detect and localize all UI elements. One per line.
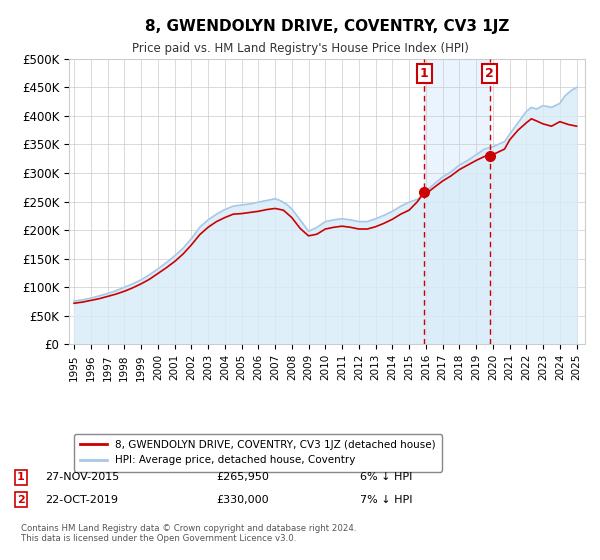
Text: 7% ↓ HPI: 7% ↓ HPI [360,494,413,505]
Bar [424,59,490,344]
Text: £330,000: £330,000 [216,494,269,505]
Text: This data is licensed under the Open Government Licence v3.0.: This data is licensed under the Open Gov… [21,534,296,543]
Text: 2: 2 [17,494,25,505]
Text: 22-OCT-2019: 22-OCT-2019 [45,494,118,505]
Text: 27-NOV-2015: 27-NOV-2015 [45,472,119,482]
Title: 8, GWENDOLYN DRIVE, COVENTRY, CV3 1JZ: 8, GWENDOLYN DRIVE, COVENTRY, CV3 1JZ [145,19,509,34]
Text: 1: 1 [420,67,428,81]
Text: 6% ↓ HPI: 6% ↓ HPI [360,472,412,482]
Text: Contains HM Land Registry data © Crown copyright and database right 2024.: Contains HM Land Registry data © Crown c… [21,524,356,533]
Text: 1: 1 [17,472,25,482]
Legend: 8, GWENDOLYN DRIVE, COVENTRY, CV3 1JZ (detached house), HPI: Average price, deta: 8, GWENDOLYN DRIVE, COVENTRY, CV3 1JZ (d… [74,434,442,472]
Text: 2: 2 [485,67,494,81]
Text: Price paid vs. HM Land Registry's House Price Index (HPI): Price paid vs. HM Land Registry's House … [131,42,469,55]
Text: £265,950: £265,950 [216,472,269,482]
